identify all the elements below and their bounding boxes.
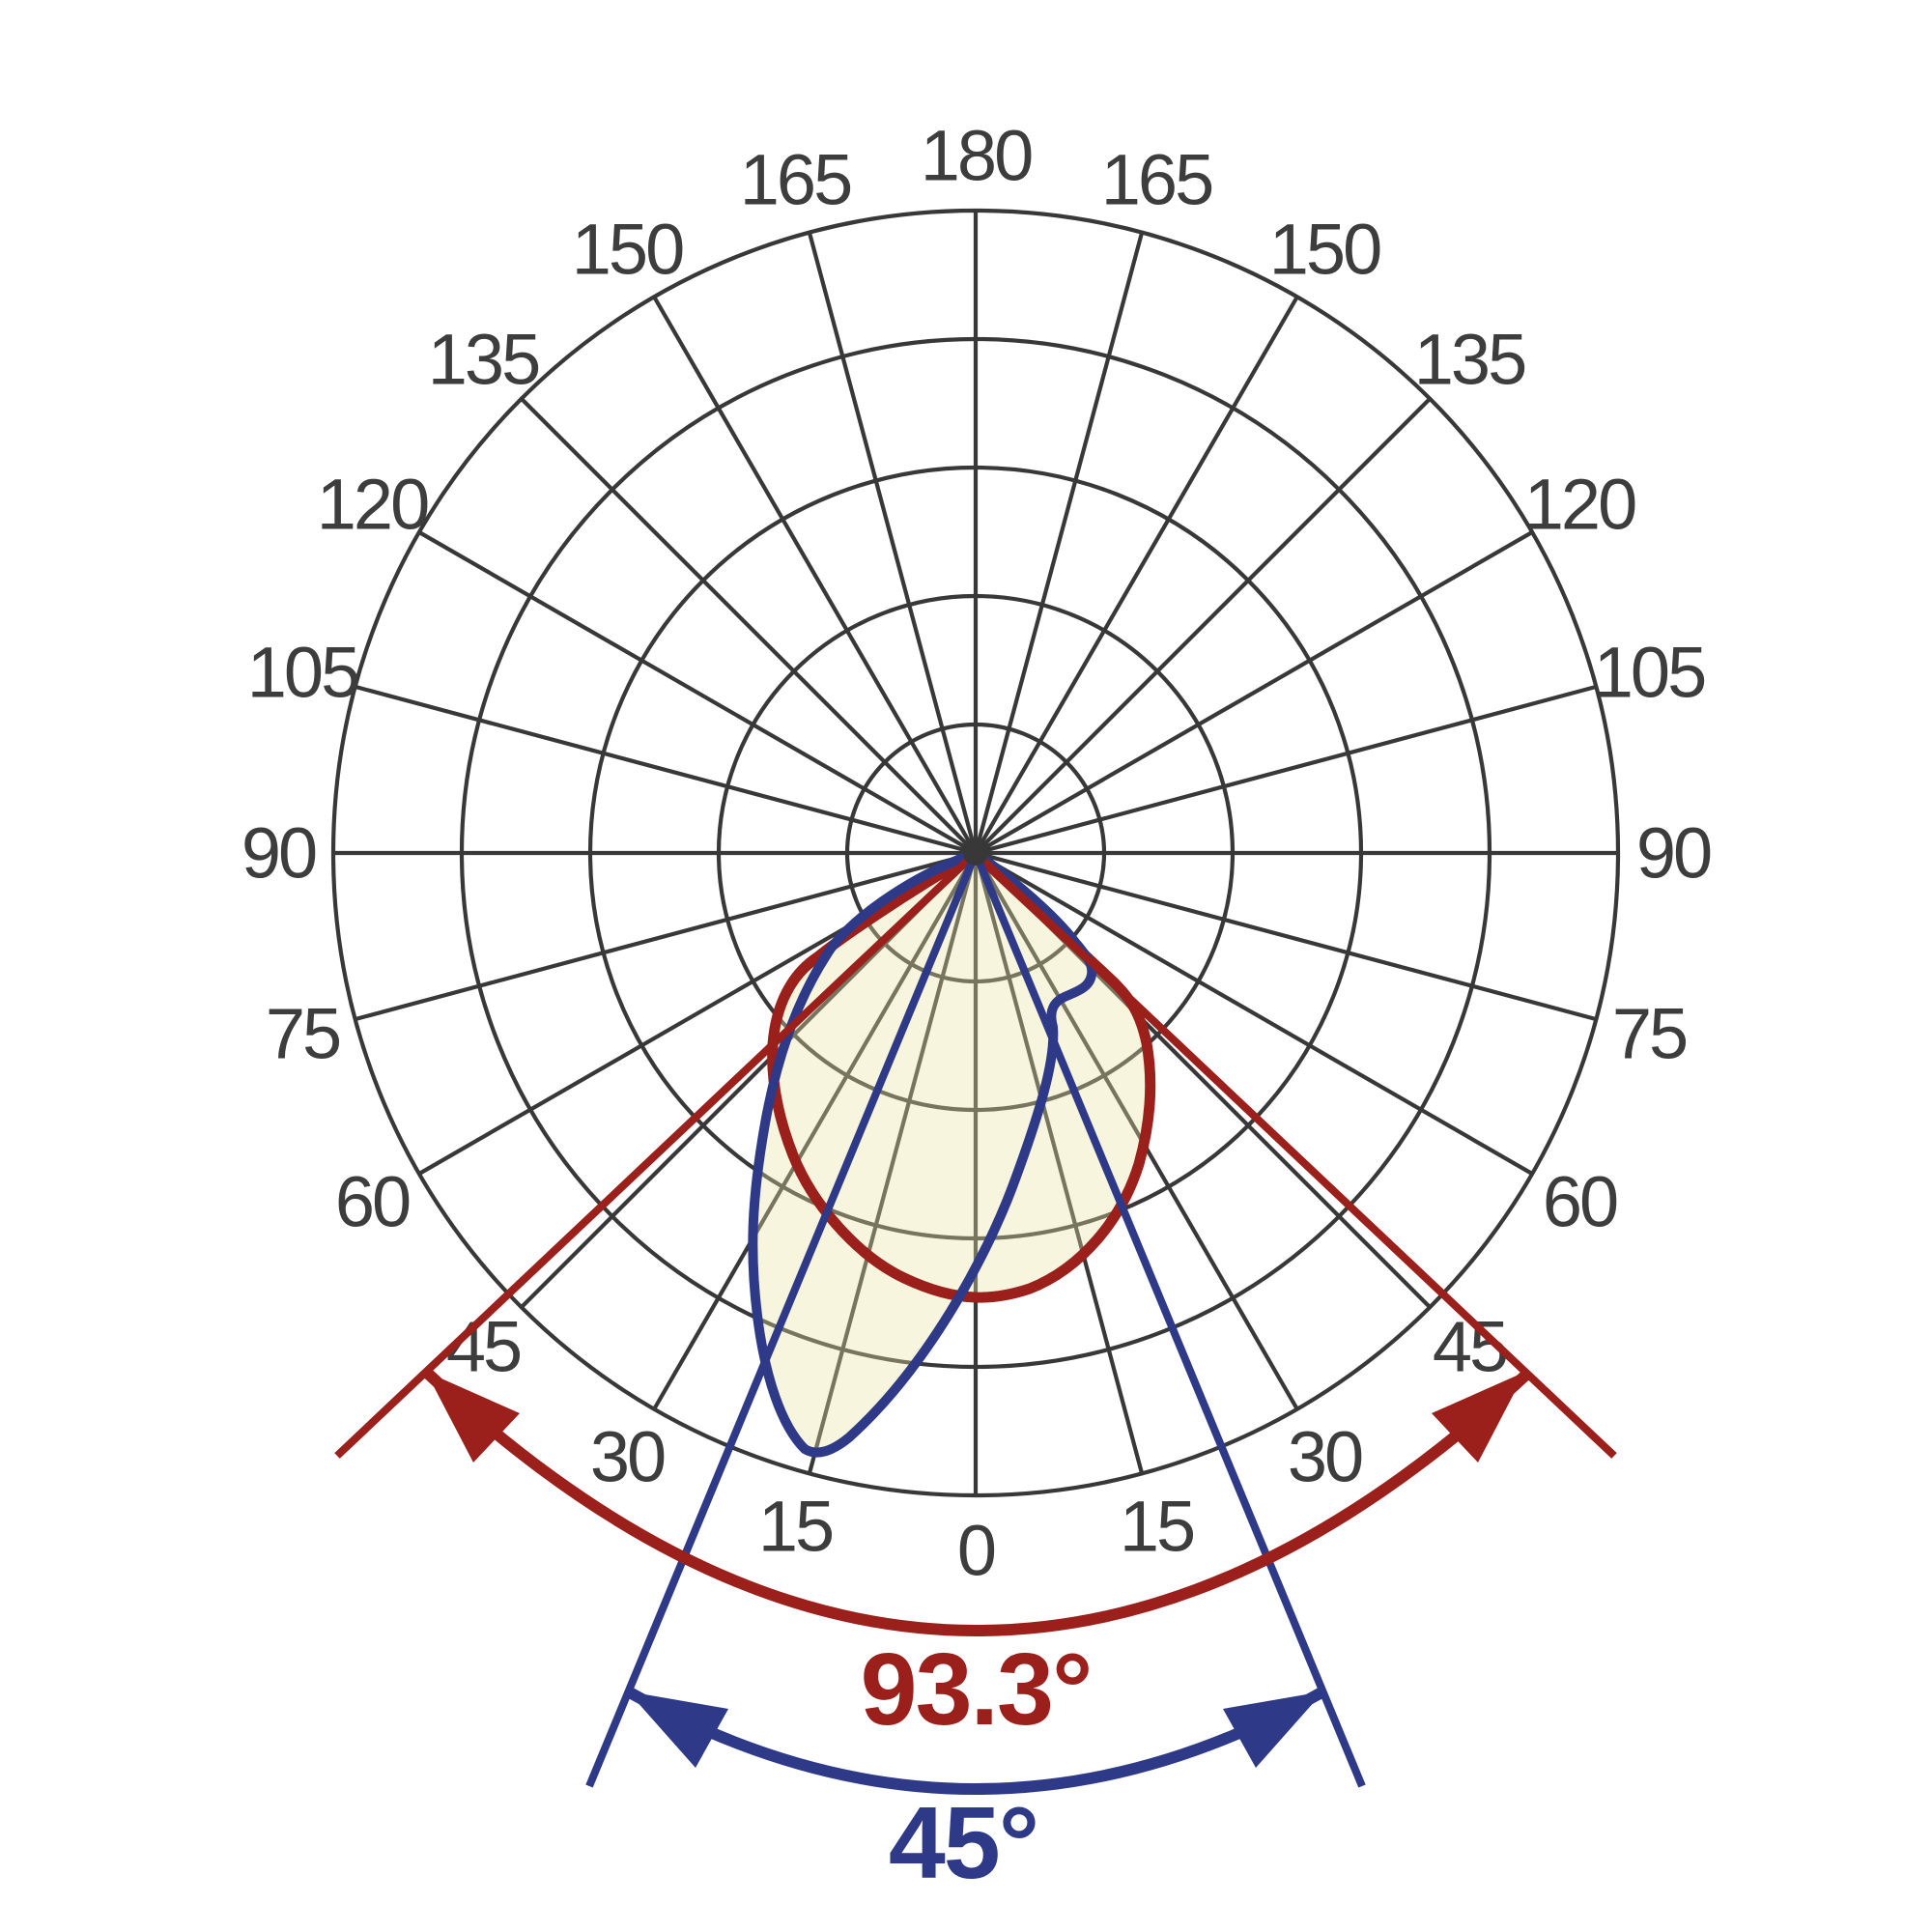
tick-label-180: 180: [921, 116, 1032, 196]
tick-label-60-l: 60: [335, 1162, 410, 1242]
red-arc: [421, 1367, 1532, 1636]
tick-label-120-r: 120: [1524, 465, 1635, 545]
tick-label-165-r: 165: [1101, 140, 1212, 220]
tick-label-30-l: 30: [590, 1417, 665, 1497]
blue-beam-line-left: [585, 851, 980, 1788]
polar-center-dot: [963, 840, 988, 866]
tick-label-165-l: 165: [740, 140, 851, 220]
tick-label-75-r: 75: [1612, 994, 1687, 1074]
tick-label-30-r: 30: [1288, 1417, 1362, 1497]
blue-beam-curve: [748, 848, 1097, 1458]
blue-arrowhead-left: [628, 1691, 728, 1768]
blue-beam-angle-label: 45°: [889, 1786, 1037, 1900]
tick-label-105-l: 105: [247, 633, 358, 713]
red-angle-arc: [421, 1367, 1532, 1636]
tick-label-135-r: 135: [1414, 320, 1525, 400]
red-beam-line-right: [973, 850, 1617, 1459]
lobe-fill-area: [753, 853, 1151, 1453]
tick-label-105-r: 105: [1594, 633, 1705, 713]
tick-label-120-l: 120: [317, 465, 428, 545]
tick-label-90-l: 90: [242, 813, 316, 894]
red-arrowhead-right: [1432, 1372, 1525, 1463]
blue-beam-line-right: [972, 851, 1366, 1788]
red-beam-curve: [767, 847, 1156, 1303]
tick-label-75-l: 75: [266, 994, 340, 1074]
red-beam-angle-label: 93.3°: [861, 1633, 1092, 1747]
tick-label-15-r: 15: [1120, 1487, 1194, 1567]
red-beam-line-left: [334, 850, 979, 1459]
blue-angle-arc: [625, 1686, 1326, 1795]
tick-label-60-r: 60: [1543, 1162, 1617, 1242]
tick-label-90-r: 90: [1636, 813, 1711, 894]
beam-angle-lines: [334, 850, 1617, 1788]
tick-label-135-l: 135: [428, 320, 539, 400]
blue-arc: [625, 1686, 1326, 1795]
blue-arrowhead-right: [1223, 1691, 1323, 1768]
red-arrowhead-left: [426, 1372, 520, 1463]
tick-label-150-l: 150: [572, 210, 683, 290]
tick-label-150-r: 150: [1269, 210, 1380, 290]
tick-label-0: 0: [957, 1511, 995, 1591]
tick-label-15-l: 15: [758, 1487, 833, 1567]
